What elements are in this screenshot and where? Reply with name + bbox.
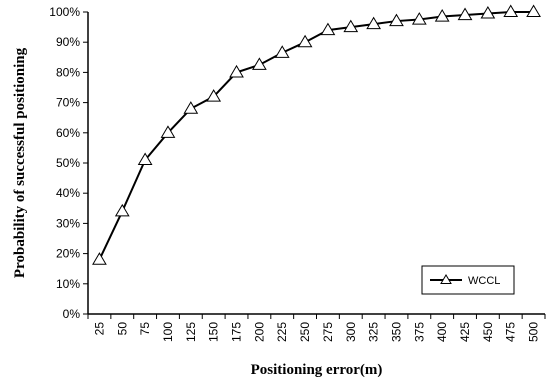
x-tick-label: 300 [344,322,358,342]
x-tick-label: 400 [435,322,449,342]
y-tick-label: 60% [56,126,80,140]
x-tick-label: 425 [458,322,472,342]
legend-label: WCCL [468,275,500,287]
y-tick-label: 30% [56,216,80,230]
data-point [457,7,473,21]
data-point [252,57,267,70]
x-tick-label: 250 [298,322,312,342]
x-tick-label: 325 [367,322,381,342]
data-point [526,4,541,18]
x-tick-label: 150 [207,322,221,342]
y-ticks: 0% 10% 20% 30% 40% 50% 60% 70% 80% 90% 100% [49,5,88,321]
x-tick-label: 475 [504,322,518,342]
x-axis-label: Positioning error(m) [251,362,383,378]
data-point [206,89,222,102]
x-tick-label: 500 [527,322,541,342]
x-tick-label: 175 [230,322,244,342]
y-tick-label: 70% [56,96,80,110]
plot-area [92,4,541,265]
data-point [92,252,107,265]
y-tick-label: 50% [56,156,80,170]
y-tick-label: 40% [56,186,80,200]
x-tick-label: 100 [161,322,175,342]
data-point [480,6,496,19]
data-point [411,12,427,25]
data-point [183,101,199,114]
data-point [114,203,130,217]
y-tick-label: 10% [56,277,80,291]
x-tick-label: 450 [481,322,495,342]
data-point [320,22,336,36]
x-tick-label: 200 [252,322,266,342]
data-point [389,13,404,27]
x-tick-label: 50 [115,322,129,336]
legend: WCCL [421,265,515,295]
y-tick-label: 90% [56,35,80,49]
y-axis-label: Probability of successful positioning [12,47,28,278]
data-point [160,125,176,138]
x-tick-label: 375 [412,322,426,342]
y-tick-label: 0% [63,307,81,321]
y-tick-label: 80% [56,65,80,79]
x-tick-label: 350 [389,322,403,342]
x-tick-label: 225 [275,322,289,342]
data-point [229,64,244,78]
data-point [503,4,519,18]
x-ticks: 25 50 75 100 125 150 175 200 225 250 275 300 325 350 3… [87,314,546,342]
x-tick-label: 275 [321,322,335,342]
data-point [366,16,381,30]
y-tick-label: 100% [49,5,80,19]
data-point [343,19,359,33]
data-point [274,45,290,58]
x-tick-label: 125 [184,322,198,342]
data-point [434,9,450,22]
data-point [137,152,153,166]
x-tick-label: 75 [138,322,152,336]
x-tick-label: 25 [92,322,106,336]
y-tick-label: 20% [56,247,80,261]
legend-marker [440,274,452,284]
data-point [297,34,313,48]
